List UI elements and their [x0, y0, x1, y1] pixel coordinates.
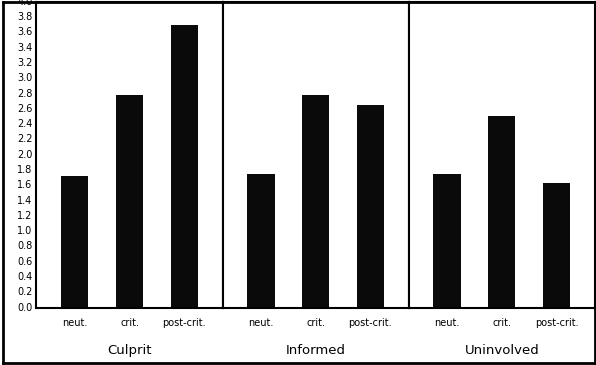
Text: Informed: Informed — [285, 343, 346, 357]
Text: 0.2: 0.2 — [17, 287, 32, 297]
Text: 3.8: 3.8 — [17, 12, 32, 22]
Text: 1.4: 1.4 — [17, 196, 32, 205]
Bar — [116, 95, 143, 308]
Text: 3.6: 3.6 — [17, 27, 32, 37]
Bar — [170, 25, 198, 308]
Text: Culprit: Culprit — [107, 343, 152, 357]
Text: crit.: crit. — [492, 318, 511, 328]
Text: crit.: crit. — [120, 318, 139, 328]
Text: 0.8: 0.8 — [17, 241, 32, 251]
Text: 1.2: 1.2 — [17, 211, 32, 221]
Text: post-crit.: post-crit. — [163, 318, 206, 328]
Text: neut.: neut. — [248, 318, 274, 328]
Text: 3.0: 3.0 — [17, 73, 32, 83]
Bar — [247, 174, 275, 308]
Bar — [433, 174, 461, 308]
Bar — [61, 176, 88, 308]
Bar — [302, 95, 330, 308]
Text: 2.2: 2.2 — [17, 134, 32, 145]
Text: neut.: neut. — [434, 318, 460, 328]
Text: 3.4: 3.4 — [17, 43, 32, 53]
Text: post-crit.: post-crit. — [349, 318, 392, 328]
Text: crit.: crit. — [306, 318, 325, 328]
Text: neut.: neut. — [62, 318, 88, 328]
Text: 2.6: 2.6 — [17, 104, 32, 114]
Bar — [488, 116, 516, 308]
Text: 0.6: 0.6 — [17, 257, 32, 267]
Text: 1.0: 1.0 — [17, 226, 32, 236]
Text: Uninvolved: Uninvolved — [464, 343, 539, 357]
Text: 0.0: 0.0 — [17, 303, 32, 312]
Text: 0.4: 0.4 — [17, 272, 32, 282]
Text: 1.8: 1.8 — [17, 165, 32, 175]
Text: 2.0: 2.0 — [17, 150, 32, 160]
Text: post-crit.: post-crit. — [535, 318, 578, 328]
Text: 2.4: 2.4 — [17, 119, 32, 129]
Text: 3.2: 3.2 — [17, 58, 32, 68]
Bar — [543, 183, 570, 308]
Text: 2.8: 2.8 — [17, 89, 32, 99]
Bar — [356, 105, 384, 308]
Text: 4.0: 4.0 — [17, 0, 32, 7]
Text: 1.6: 1.6 — [17, 180, 32, 190]
